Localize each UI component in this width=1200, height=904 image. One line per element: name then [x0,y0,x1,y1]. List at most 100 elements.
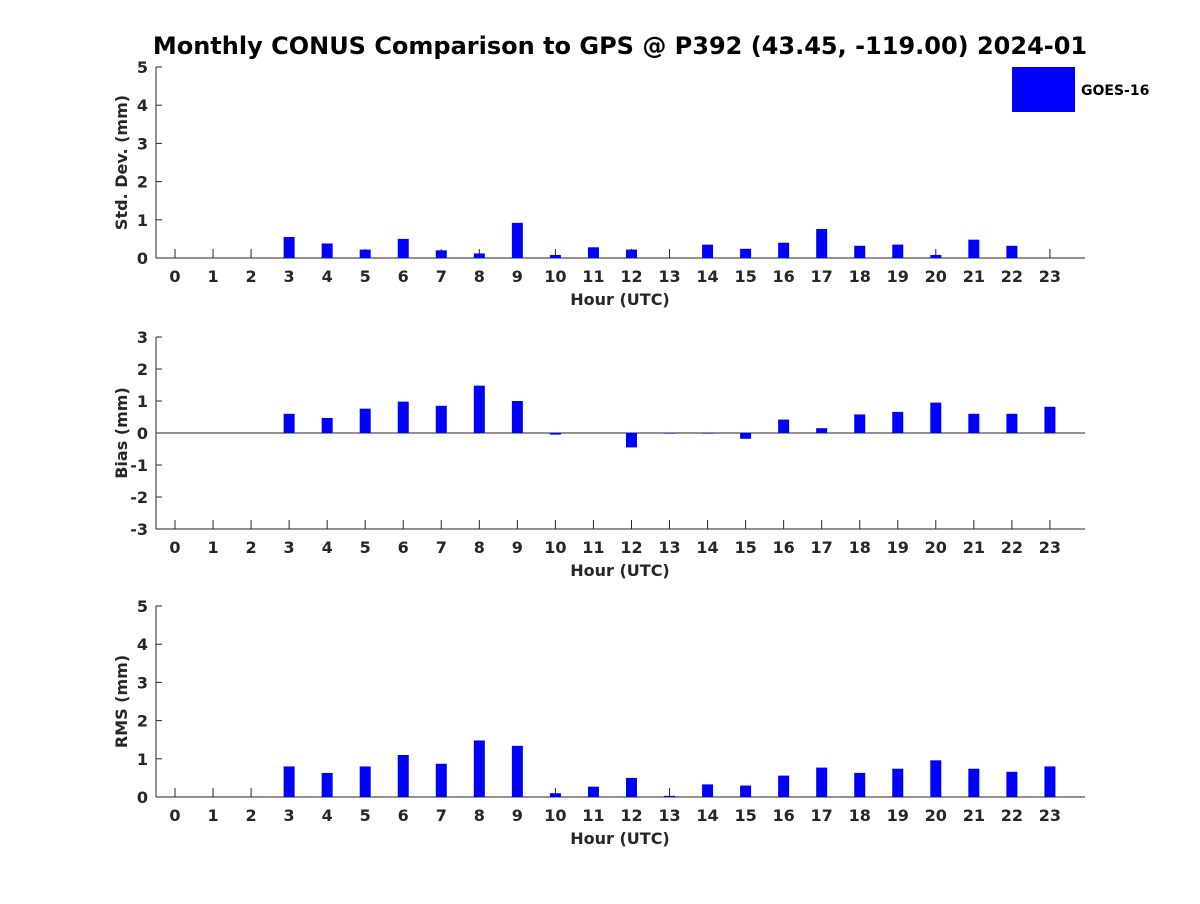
bar-hour-19 [892,411,904,433]
x-tick-label: 21 [963,538,985,557]
x-tick-label: 19 [887,267,909,286]
y-tick-label: 2 [137,173,148,192]
bar-hour-4 [321,243,333,258]
x-tick-label: 11 [582,806,604,825]
y-axis-label: Std. Dev. (mm) [112,95,131,230]
x-tick-label: 10 [544,538,566,557]
bar-hour-6 [397,238,409,258]
x-tick-label: 22 [1001,806,1023,825]
x-tick-label: 18 [849,267,871,286]
bar-hour-3 [283,236,295,258]
x-tick-label: 0 [169,267,180,286]
bar-hour-8 [473,385,485,433]
x-tick-label: 2 [246,806,257,825]
y-tick-label: 2 [137,712,148,731]
bar-hour-5 [359,408,371,433]
bar-hour-11 [587,786,599,797]
x-tick-label: 22 [1001,267,1023,286]
bar-hour-23 [1044,406,1056,433]
bar-hour-14 [702,784,714,797]
x-tick-label: 2 [246,267,257,286]
x-axis-label: Hour (UTC) [570,561,670,580]
x-tick-label: 3 [284,267,295,286]
y-tick-label: 4 [137,635,148,654]
y-tick-label: -2 [130,488,148,507]
x-tick-label: 8 [474,806,485,825]
bar-hour-19 [892,768,904,797]
x-tick-label: 4 [322,538,333,557]
x-tick-label: 5 [360,267,371,286]
x-tick-label: 12 [620,267,642,286]
x-tick-label: 23 [1039,267,1061,286]
bar-hour-12 [625,433,637,448]
bar-hour-15 [740,785,752,797]
bar-hour-9 [511,222,523,258]
y-tick-label: 1 [137,392,148,411]
bar-hour-5 [359,766,371,797]
x-tick-label: 13 [658,806,680,825]
y-tick-label: -3 [130,520,148,539]
x-tick-label: 17 [811,538,833,557]
x-tick-label: 16 [773,806,795,825]
x-tick-label: 17 [811,806,833,825]
bar-hour-9 [511,745,523,797]
bar-hour-16 [778,242,790,258]
bar-hour-6 [397,754,409,797]
bar-hour-12 [625,777,637,797]
bar-hour-4 [321,772,333,797]
x-tick-label: 20 [925,806,947,825]
x-tick-label: 19 [887,806,909,825]
x-axis-label: Hour (UTC) [570,829,670,848]
y-axis-label: Bias (mm) [112,387,131,479]
x-tick-label: 16 [773,538,795,557]
bar-hour-23 [1044,766,1056,797]
bar-hour-20 [930,402,942,433]
x-tick-label: 0 [169,806,180,825]
bar-hour-17 [816,767,828,797]
y-tick-label: 1 [137,750,148,769]
y-tick-label: 1 [137,211,148,230]
y-tick-label: 0 [137,249,148,268]
x-tick-label: 22 [1001,538,1023,557]
x-tick-label: 6 [398,538,409,557]
x-tick-label: 21 [963,806,985,825]
bar-hour-3 [283,413,295,433]
bar-hour-7 [435,250,447,258]
chart-title: Monthly CONUS Comparison to GPS @ P392 (… [153,32,1087,60]
y-tick-label: 3 [137,328,148,347]
bar-hour-9 [511,401,523,433]
bar-hour-7 [435,763,447,797]
bar-hour-11 [587,247,599,258]
bar-hour-21 [968,239,980,258]
y-tick-label: 3 [137,673,148,692]
bar-hour-7 [435,405,447,433]
x-tick-label: 8 [474,538,485,557]
x-tick-label: 15 [734,538,756,557]
bar-hour-22 [1006,245,1018,258]
x-tick-label: 1 [207,806,218,825]
bar-hour-10 [549,433,561,435]
legend-swatch [1012,67,1075,112]
bar-hour-14 [702,244,714,258]
x-tick-label: 2 [246,538,257,557]
x-tick-label: 7 [436,538,447,557]
bar-hour-21 [968,413,980,433]
x-tick-label: 12 [620,538,642,557]
y-tick-label: 3 [137,134,148,153]
x-tick-label: 1 [207,538,218,557]
bar-hour-22 [1006,771,1018,797]
y-tick-label: 2 [137,360,148,379]
x-tick-label: 6 [398,267,409,286]
bar-hour-21 [968,768,980,797]
bar-hour-17 [816,428,828,433]
x-tick-label: 5 [360,806,371,825]
x-tick-label: 23 [1039,538,1061,557]
bar-hour-15 [740,248,752,258]
y-axis-label: RMS (mm) [112,655,131,748]
x-tick-label: 0 [169,538,180,557]
x-tick-label: 9 [512,806,523,825]
x-tick-label: 14 [696,538,718,557]
x-tick-label: 12 [620,806,642,825]
